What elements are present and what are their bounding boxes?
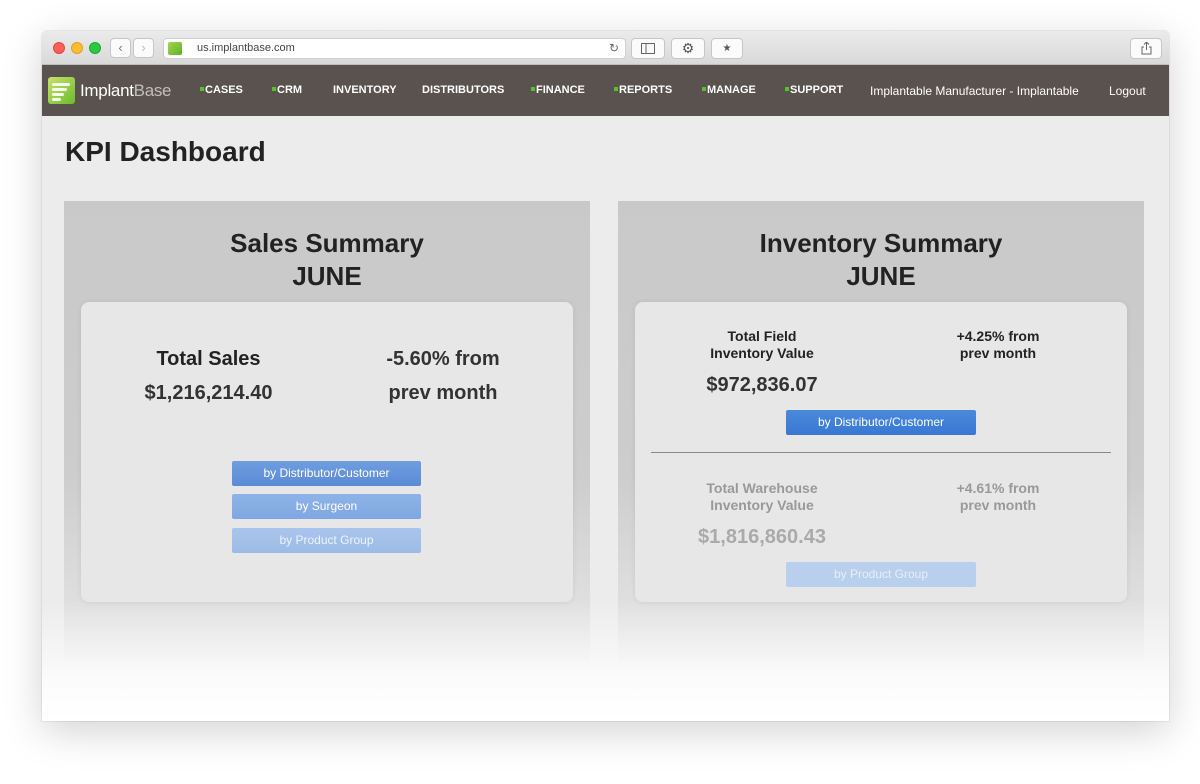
settings-button[interactable]: ⚙ <box>671 38 705 59</box>
field-inventory-change-caption: prev month <box>959 345 1037 361</box>
share-icon <box>1141 41 1151 55</box>
field-inventory-label-line1: Total Field <box>727 328 797 344</box>
inventory-by-distributor-button[interactable]: by Distributor/Customer <box>786 410 976 435</box>
nav-crm[interactable]: CRM <box>272 84 302 96</box>
inventory-summary-month: JUNE <box>846 261 916 291</box>
sales-summary-title: Sales Summary <box>230 228 424 258</box>
page-title: KPI Dashboard <box>65 136 266 167</box>
close-window-button[interactable] <box>53 42 65 54</box>
sales-by-distributor-button[interactable]: by Distributor/Customer <box>232 461 421 486</box>
nav-distributors[interactable]: DISTRIBUTORS <box>422 84 505 96</box>
chevron-right-icon: › <box>141 40 146 55</box>
inventory-summary-card: Total Field Inventory Value $972,836.07 … <box>635 302 1127 602</box>
field-inventory-label-line2: Inventory Value <box>710 345 814 361</box>
forward-button[interactable]: › <box>133 38 154 58</box>
warehouse-inventory-change-percent: +4.61% from <box>956 480 1040 496</box>
inventory-summary-panel: Inventory Summary JUNE Total Field Inven… <box>618 201 1144 661</box>
inventory-summary-title: Inventory Summary <box>759 228 1003 258</box>
app-navbar: ImplantBase CASES CRM INVENTORY DISTRIBU… <box>42 65 1169 116</box>
sales-change-caption: prev month <box>388 382 498 404</box>
logout-link[interactable]: Logout <box>1109 84 1146 98</box>
nav-cases[interactable]: CASES <box>200 84 243 96</box>
warehouse-inventory-label-line1: Total Warehouse <box>706 480 818 496</box>
back-button[interactable]: ‹ <box>110 38 131 58</box>
sales-summary-panel: Sales Summary JUNE Total Sales $1,216,21… <box>64 201 590 661</box>
field-inventory-change-percent: +4.25% from <box>956 328 1040 344</box>
sidebar-icon <box>641 43 655 54</box>
logo-text-base: Base <box>133 81 172 100</box>
sales-summary-month: JUNE <box>292 261 362 291</box>
logo-icon <box>48 77 75 104</box>
nav-reports[interactable]: REPORTS <box>614 84 672 96</box>
nav-inventory[interactable]: INVENTORY <box>333 84 397 96</box>
nav-finance[interactable]: FINANCE <box>531 84 585 96</box>
extension-button[interactable]: ★ <box>711 38 743 59</box>
user-account-label[interactable]: Implantable Manufacturer - Implantable <box>870 84 1079 98</box>
gear-icon: ⚙ <box>681 40 695 56</box>
zoom-window-button[interactable] <box>89 42 101 54</box>
minimize-window-button[interactable] <box>71 42 83 54</box>
total-sales-label: Total Sales <box>156 348 261 370</box>
field-inventory-value: $972,836.07 <box>706 374 818 396</box>
share-button[interactable] <box>1130 38 1162 59</box>
warehouse-inventory-value: $1,816,860.43 <box>698 526 826 548</box>
site-favicon-icon <box>168 42 182 55</box>
url-text: us.implantbase.com <box>197 42 295 54</box>
star-icon: ★ <box>722 43 732 54</box>
sales-by-surgeon-button[interactable]: by Surgeon <box>232 494 421 519</box>
inventory-divider <box>651 452 1111 453</box>
total-sales-value: $1,216,214.40 <box>144 382 273 404</box>
warehouse-inventory-label-line2: Inventory Value <box>710 497 814 513</box>
nav-support[interactable]: SUPPORT <box>785 84 843 96</box>
sales-by-product-group-button[interactable]: by Product Group <box>232 528 421 553</box>
chevron-left-icon: ‹ <box>118 40 123 55</box>
sidebar-toggle-button[interactable] <box>631 38 665 59</box>
sales-summary-card: Total Sales $1,216,214.40 -5.60% from pr… <box>81 302 573 602</box>
inventory-by-product-group-button[interactable]: by Product Group <box>786 562 976 587</box>
nav-manage[interactable]: MANAGE <box>702 84 756 96</box>
reload-icon[interactable]: ↻ <box>608 41 619 55</box>
warehouse-inventory-change-caption: prev month <box>959 497 1037 513</box>
browser-window: ‹ › us.implantbase.com ↻ ⚙ ★ ImplantBase <box>42 31 1169 721</box>
sales-change-percent: -5.60% from <box>386 348 500 370</box>
address-bar[interactable]: us.implantbase.com ↻ <box>163 38 626 59</box>
browser-titlebar: ‹ › us.implantbase.com ↻ ⚙ ★ <box>42 31 1169 65</box>
logo-text-implant: Implant <box>80 81 134 100</box>
